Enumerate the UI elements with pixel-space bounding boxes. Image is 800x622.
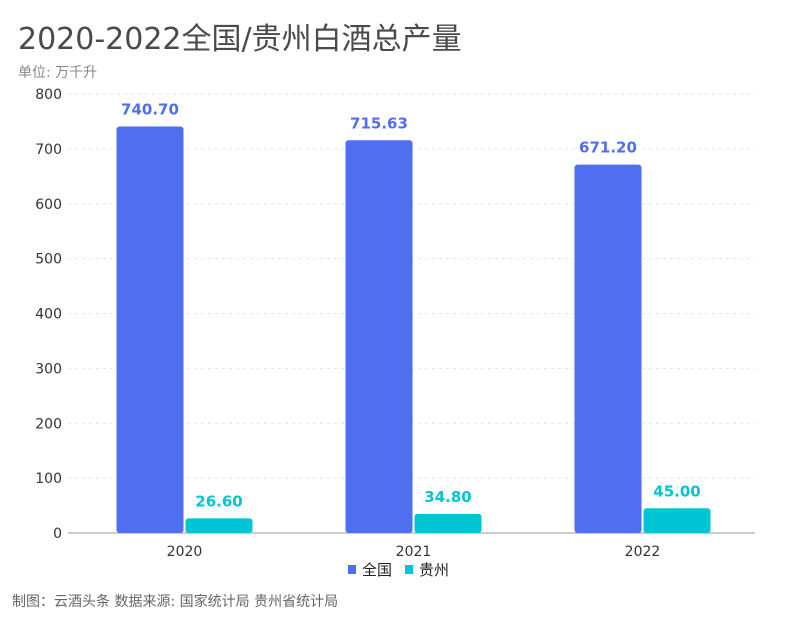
- source-note: 制图：云酒头条 数据来源: 国家统计局 贵州省统计局: [12, 594, 339, 610]
- y-tick-label: 300: [35, 361, 62, 377]
- data-label: 34.80: [424, 488, 471, 506]
- x-tick-label: 2020: [167, 544, 203, 560]
- y-tick-label: 800: [35, 87, 62, 103]
- data-label: 45.00: [653, 482, 700, 500]
- bar-贵州: [643, 508, 711, 533]
- legend-label: 全国: [362, 561, 392, 579]
- bar-全国: [574, 164, 642, 533]
- y-tick-label: 600: [35, 197, 62, 213]
- x-tick-label: 2021: [396, 544, 432, 560]
- data-label: 671.20: [579, 139, 637, 157]
- data-label: 740.70: [121, 101, 179, 119]
- bar-贵州: [185, 518, 253, 533]
- y-tick-label: 400: [35, 307, 62, 323]
- legend-label: 贵州: [419, 561, 449, 579]
- y-tick-label: 200: [35, 416, 62, 432]
- bar-全国: [345, 140, 413, 533]
- x-tick-label: 2022: [625, 544, 661, 560]
- legend-swatch: [348, 565, 356, 574]
- legend-swatch: [405, 565, 413, 574]
- chart-title: 2020-2022全国/贵州白酒总产量: [18, 22, 462, 57]
- y-tick-label: 500: [35, 252, 62, 268]
- bar-全国: [116, 126, 184, 533]
- y-tick-label: 700: [35, 142, 62, 158]
- bar-贵州: [414, 513, 482, 533]
- unit-label: 单位: 万千升: [18, 65, 98, 81]
- y-tick-label: 0: [53, 526, 62, 542]
- data-label: 26.60: [195, 492, 242, 510]
- data-label: 715.63: [350, 114, 408, 132]
- y-tick-label: 100: [35, 471, 62, 487]
